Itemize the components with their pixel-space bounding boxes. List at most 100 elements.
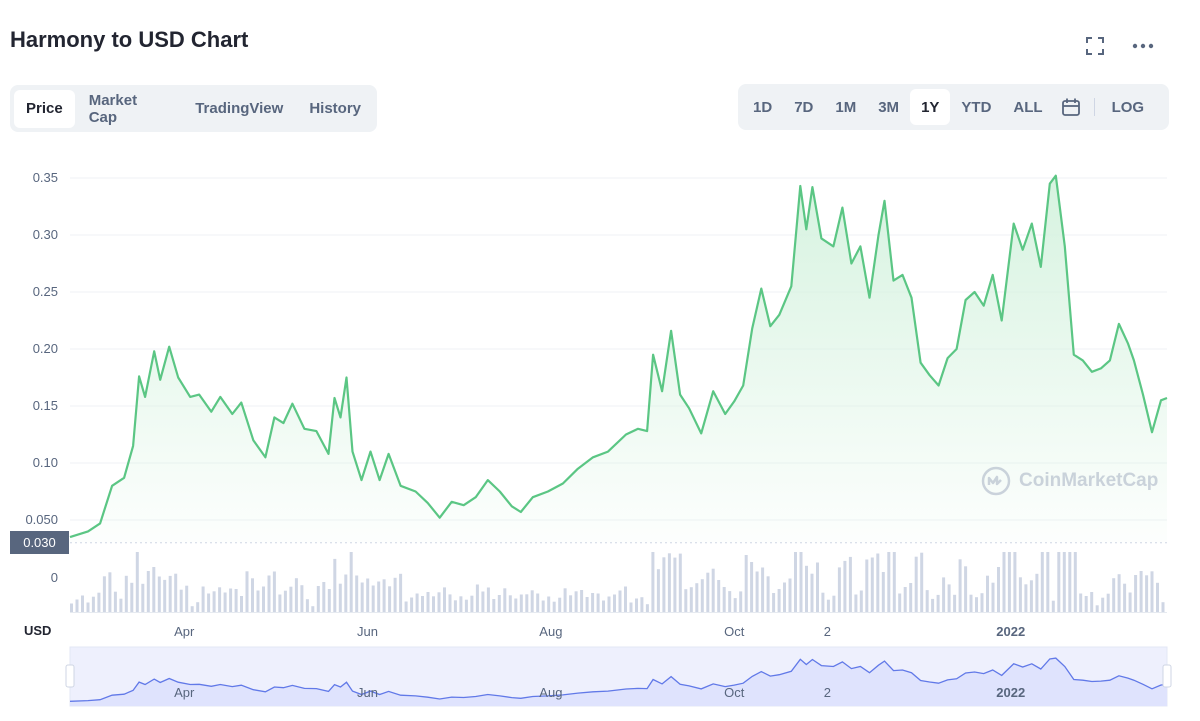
- volume-bar: [596, 593, 600, 612]
- tab-market-cap[interactable]: Market Cap: [88, 91, 138, 126]
- volume-bar: [887, 552, 891, 612]
- tab-history[interactable]: History: [309, 100, 361, 117]
- range-all[interactable]: ALL: [1013, 98, 1043, 116]
- volume-bar: [157, 576, 161, 612]
- volume-bar: [179, 589, 183, 612]
- volume-bar: [783, 582, 786, 612]
- price-area: [70, 175, 1167, 543]
- volume-bar: [662, 557, 666, 612]
- tab-price[interactable]: Price: [14, 89, 75, 128]
- range-1d[interactable]: 1D: [753, 98, 773, 116]
- volume-bar: [212, 591, 216, 612]
- fullscreen-icon[interactable]: [1083, 34, 1107, 58]
- volume-bar: [914, 556, 918, 612]
- volume-bar: [1035, 573, 1039, 612]
- volume-bar: [168, 575, 172, 612]
- volume-bar: [1117, 574, 1121, 612]
- volume-bar: [421, 596, 424, 612]
- volume-bar: [201, 586, 205, 612]
- range-7d[interactable]: 7D: [794, 98, 814, 116]
- navigator-handle-right[interactable]: [1162, 664, 1172, 688]
- volume-bar: [629, 602, 633, 612]
- navigator-handle-left[interactable]: [65, 664, 75, 688]
- volume-bar: [190, 606, 194, 612]
- volume-bar: [656, 569, 660, 612]
- volume-bar: [262, 586, 265, 612]
- volume-bar: [530, 590, 534, 612]
- volume-bar: [1095, 605, 1099, 612]
- volume-bar: [613, 594, 616, 612]
- volume-bar: [975, 597, 978, 612]
- volume-bar: [991, 582, 995, 612]
- price-chart[interactable]: 0.35 0.30 0.25 0.20 0.15 0.10 0.050 0 Apr Jun Aug O…: [0, 140, 1200, 720]
- volume-bar: [1161, 602, 1165, 612]
- volume-bar: [1013, 552, 1017, 612]
- volume-bar: [826, 599, 830, 612]
- volume-bar: [1084, 596, 1088, 612]
- range-3m[interactable]: 3M: [878, 98, 900, 116]
- volume-bar: [174, 573, 178, 612]
- volume-bar: [728, 591, 732, 612]
- volume-bar: [366, 578, 370, 612]
- volume-bar: [464, 599, 468, 612]
- volume-bar: [810, 573, 814, 612]
- y-tick-label: 0.050: [25, 512, 58, 527]
- volume-bar: [1073, 552, 1077, 612]
- volume-bar: [969, 594, 973, 612]
- volume-bar: [113, 591, 117, 612]
- x-tick-label: Oct: [724, 624, 745, 639]
- volume-bar: [585, 597, 589, 612]
- volume-bar: [953, 594, 957, 612]
- range-1m[interactable]: 1M: [835, 98, 857, 116]
- volume-bar: [1156, 582, 1159, 612]
- range-ytd[interactable]: YTD: [961, 98, 992, 116]
- volume-bar: [349, 552, 353, 612]
- volume-bar: [1051, 600, 1055, 612]
- volume-bar: [283, 590, 287, 612]
- volume-bar: [218, 587, 222, 612]
- log-scale-toggle[interactable]: LOG: [1111, 98, 1145, 116]
- volume-bar: [903, 587, 907, 612]
- x-tick-label: 2022: [996, 624, 1025, 639]
- volume-bar: [816, 562, 819, 612]
- volume-bar: [964, 566, 968, 612]
- volume-bar: [788, 578, 792, 612]
- volume-bar: [415, 593, 419, 612]
- volume-bar: [426, 592, 430, 612]
- volume-bar: [986, 575, 989, 612]
- volume-bar: [678, 553, 682, 612]
- volume-bar: [130, 582, 134, 612]
- volume-bar: [437, 592, 441, 612]
- volume-bar: [1062, 552, 1066, 612]
- volume-bar: [322, 582, 326, 612]
- volume-bar: [251, 578, 254, 612]
- volume-bar: [355, 575, 359, 612]
- calendar-icon[interactable]: [1054, 89, 1088, 125]
- volume-bar: [733, 598, 737, 612]
- volume-bar: [755, 571, 759, 612]
- tab-tradingview[interactable]: TradingView: [195, 100, 284, 117]
- range-1y[interactable]: 1Y: [910, 89, 951, 125]
- volume-bar: [689, 587, 693, 612]
- volume-bar: [316, 586, 320, 612]
- volume-bar: [667, 553, 671, 612]
- volume-bar: [947, 584, 951, 612]
- volume-bar: [552, 601, 556, 612]
- volume-bar: [920, 552, 924, 612]
- volume-bar: [777, 589, 781, 612]
- volume-bar: [119, 598, 123, 612]
- volume-bar: [497, 595, 501, 612]
- volume-bar: [453, 600, 457, 612]
- volume-bar: [1145, 575, 1149, 612]
- volume-bar: [717, 580, 721, 612]
- volume-bar: [305, 599, 309, 612]
- more-icon[interactable]: [1131, 34, 1155, 58]
- volume-bar: [980, 593, 984, 612]
- volume-bar: [196, 602, 200, 612]
- volume-bar: [651, 552, 655, 612]
- volume-bar: [750, 562, 754, 612]
- volume-bar: [399, 573, 403, 612]
- volume-bar: [1029, 580, 1033, 612]
- volume-bar: [684, 589, 688, 612]
- volume-bar: [794, 552, 797, 612]
